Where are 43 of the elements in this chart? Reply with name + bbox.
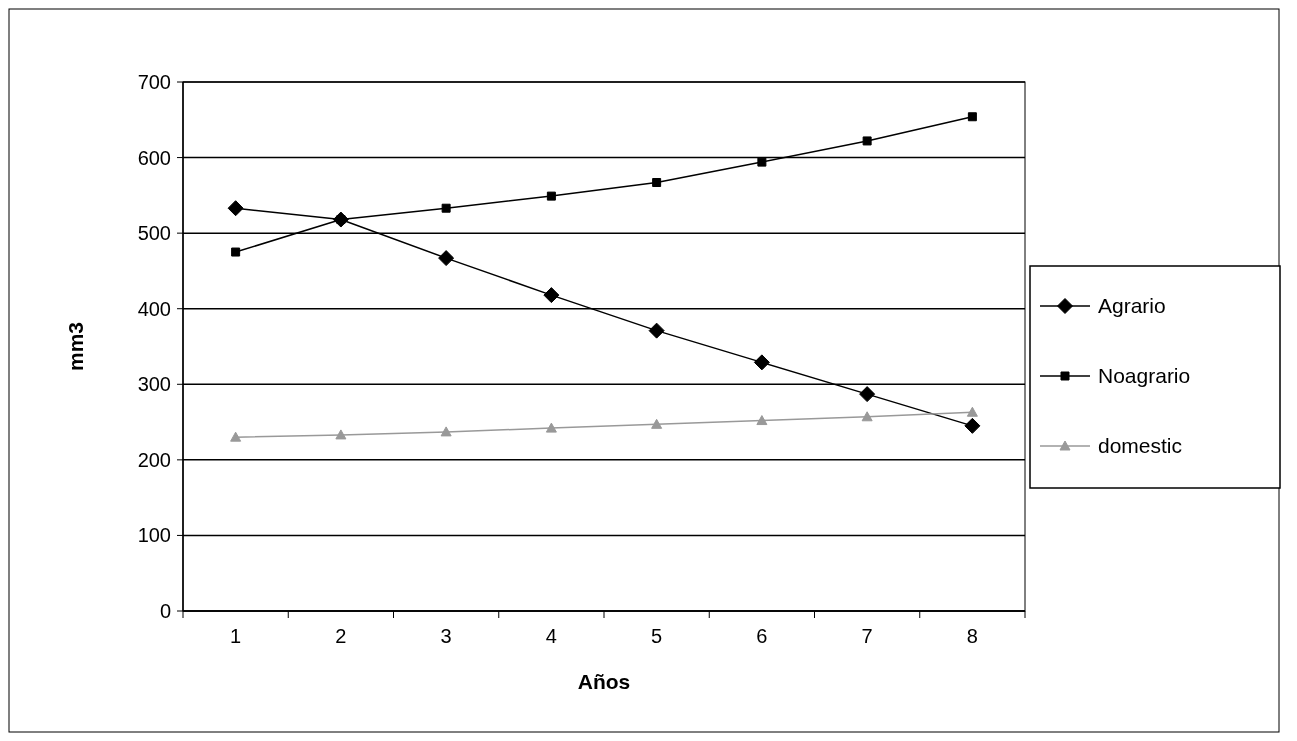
point <box>757 157 767 167</box>
y-tick-label: 200 <box>137 448 171 471</box>
point <box>861 411 873 422</box>
x-tick-label: 2 <box>335 625 347 647</box>
y-axis-title: mm3 <box>64 321 87 372</box>
point <box>753 354 770 371</box>
x-tick-label: 7 <box>861 625 873 647</box>
point <box>648 322 665 339</box>
x-tick-label: 8 <box>966 625 978 647</box>
point <box>862 136 872 146</box>
point <box>231 247 241 257</box>
x-tick-label: 5 <box>651 625 663 647</box>
y-tick-label: 100 <box>137 524 171 547</box>
y-tick-label: 400 <box>137 297 171 320</box>
x-tick-label: 1 <box>230 625 242 647</box>
y-tick-label: 600 <box>137 146 171 169</box>
x-tick-label: 3 <box>440 625 452 647</box>
point <box>438 250 455 267</box>
point <box>335 429 347 440</box>
point <box>859 386 876 403</box>
x-tick-label: 4 <box>545 625 557 647</box>
point <box>964 417 981 434</box>
legend-label: domestic <box>1098 434 1183 458</box>
point <box>543 287 560 304</box>
point <box>652 178 662 188</box>
point <box>967 112 977 122</box>
y-tick-label: 700 <box>137 71 171 93</box>
point <box>227 200 244 217</box>
y-tick-label: 0 <box>159 600 171 622</box>
x-tick-label: 6 <box>756 625 768 647</box>
y-tick-label: 500 <box>137 222 171 245</box>
legend-label: Agrario <box>1098 294 1166 318</box>
point <box>545 422 557 433</box>
legend-label: Noagrario <box>1098 364 1191 388</box>
point <box>441 203 451 213</box>
point <box>756 415 768 426</box>
point <box>230 431 242 442</box>
x-axis-title: Años <box>577 670 631 693</box>
point <box>651 418 663 429</box>
point <box>966 406 978 417</box>
y-tick-label: 300 <box>137 373 171 396</box>
point <box>440 426 452 437</box>
point <box>546 191 556 201</box>
